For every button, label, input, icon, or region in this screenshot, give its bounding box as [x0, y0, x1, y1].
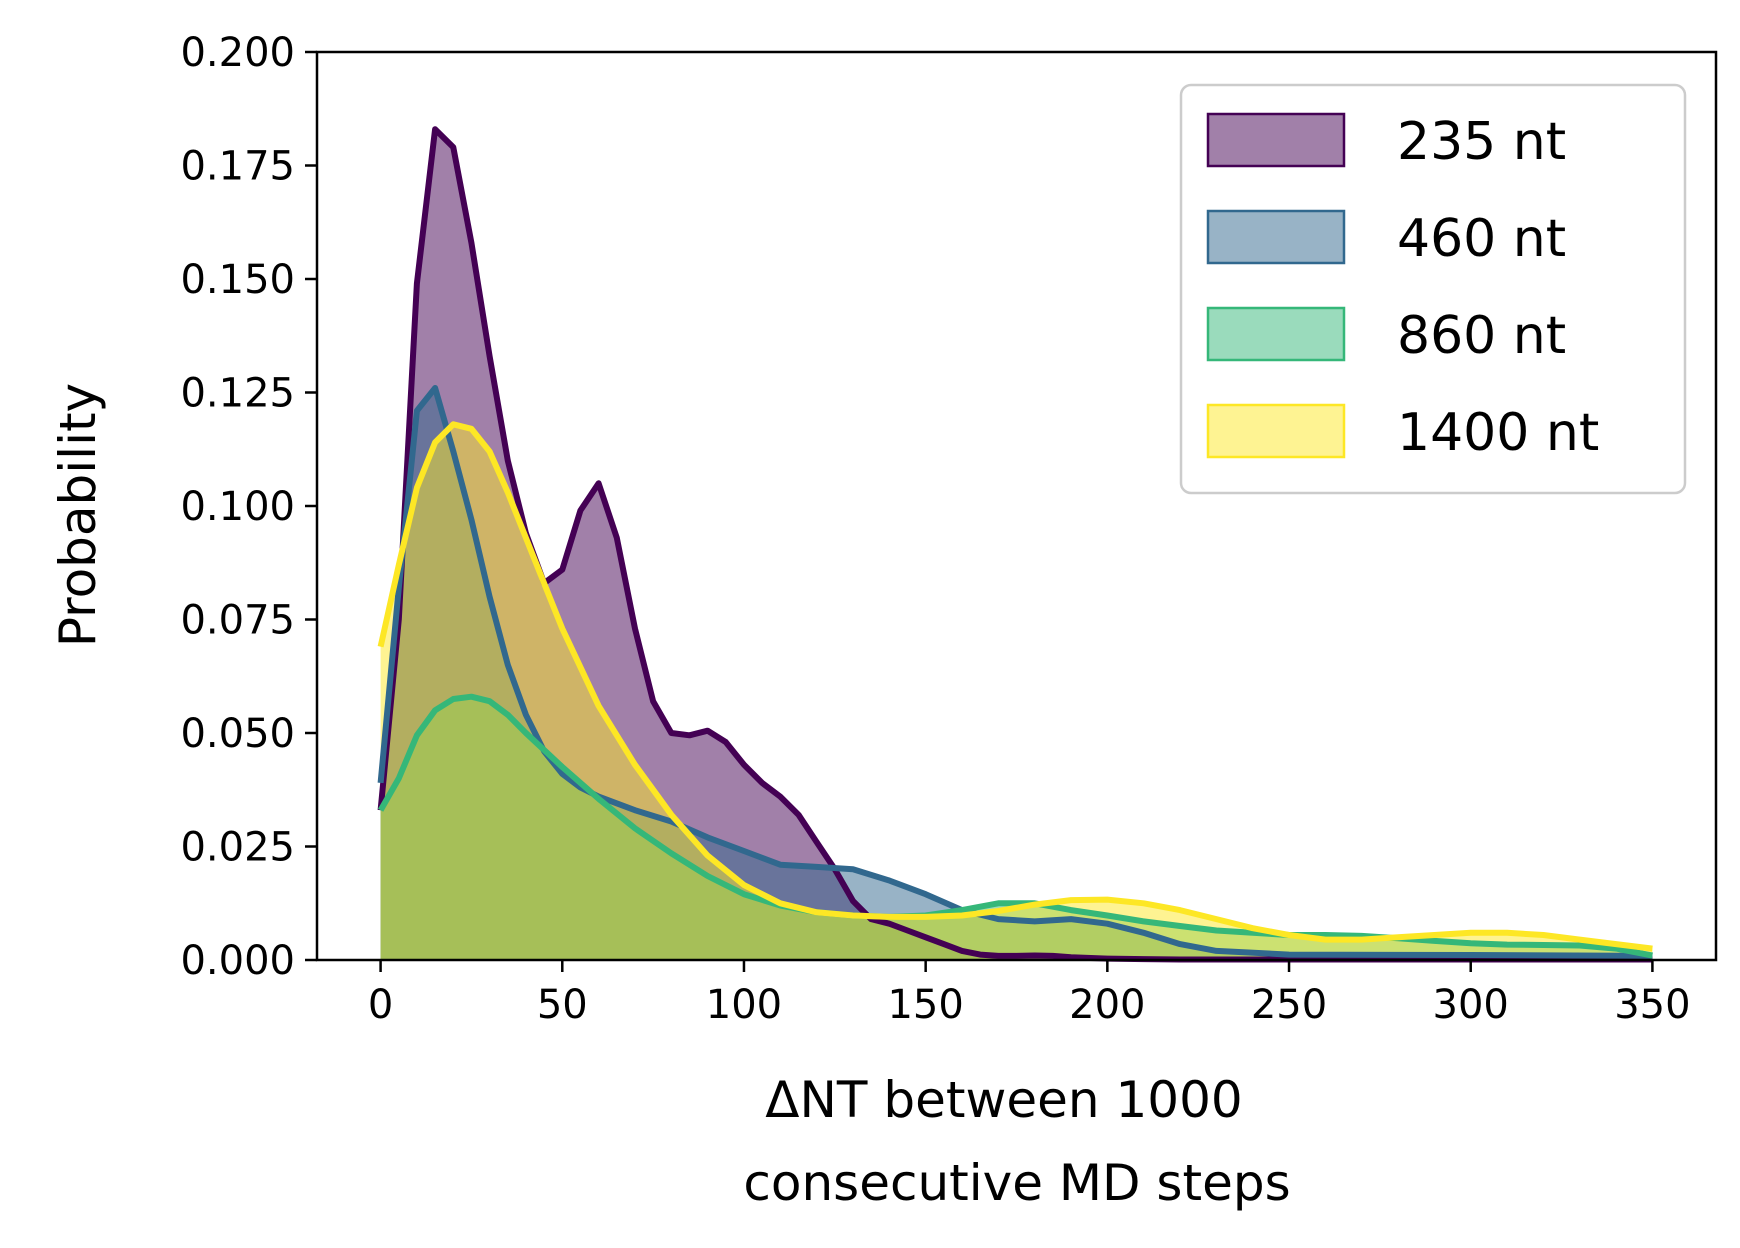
y-tick-label: 0.025 [180, 825, 295, 871]
legend-frame [1179, 83, 1687, 495]
legend-swatch-3 [1206, 403, 1346, 459]
x-axis-label-line-1: ΔNT between 1000 [765, 1071, 1242, 1129]
y-tick-label: 0.000 [180, 938, 295, 984]
x-tick-label: 50 [537, 982, 588, 1028]
x-tick-label: 350 [1614, 982, 1690, 1028]
series-line-2 [377, 693, 1653, 959]
series-line-3 [377, 421, 1653, 952]
series-line-1 [377, 385, 1653, 959]
x-axis-ticks: 0 50 100 150 200 250 300 350 [368, 960, 1691, 1028]
legend-swatch-0 [1206, 112, 1346, 168]
y-tick-label: 0.150 [180, 257, 295, 303]
series-line-0 [377, 126, 1653, 963]
y-axis-label: Probability [49, 383, 107, 647]
legend-label-2: 860 nt [1397, 306, 1566, 366]
legend-label-1: 460 nt [1397, 209, 1566, 269]
y-tick-label: 0.175 [180, 144, 295, 190]
legend-label-0: 235 nt [1397, 112, 1566, 172]
y-tick-label: 0.050 [180, 711, 295, 757]
y-tick-label: 0.100 [180, 484, 295, 530]
legend: 235 nt 460 nt 860 nt 1400 nt [1179, 83, 1687, 495]
series-area-0 [380, 129, 1653, 960]
legend-label-3: 1400 nt [1397, 403, 1599, 463]
legend-swatch-2 [1206, 306, 1346, 362]
x-axis-label-line-2: consecutive MD steps [743, 1154, 1290, 1212]
x-tick-label: 150 [887, 982, 963, 1028]
y-tick-label: 0.200 [180, 30, 295, 76]
series-fills [380, 129, 1653, 960]
y-tick-label: 0.125 [180, 371, 295, 417]
x-tick-label: 100 [706, 982, 782, 1028]
series-area-3 [380, 424, 1653, 960]
x-tick-label: 0 [368, 982, 393, 1028]
x-tick-label: 250 [1251, 982, 1327, 1028]
x-tick-label: 300 [1433, 982, 1509, 1028]
y-axis-ticks: 0.000 0.025 0.050 0.075 0.100 0.125 0.150 0.175… [180, 30, 317, 984]
x-tick-label: 200 [1069, 982, 1145, 1028]
legend-swatch-1 [1206, 209, 1346, 265]
series-lines [377, 126, 1653, 963]
y-tick-label: 0.075 [180, 598, 295, 644]
